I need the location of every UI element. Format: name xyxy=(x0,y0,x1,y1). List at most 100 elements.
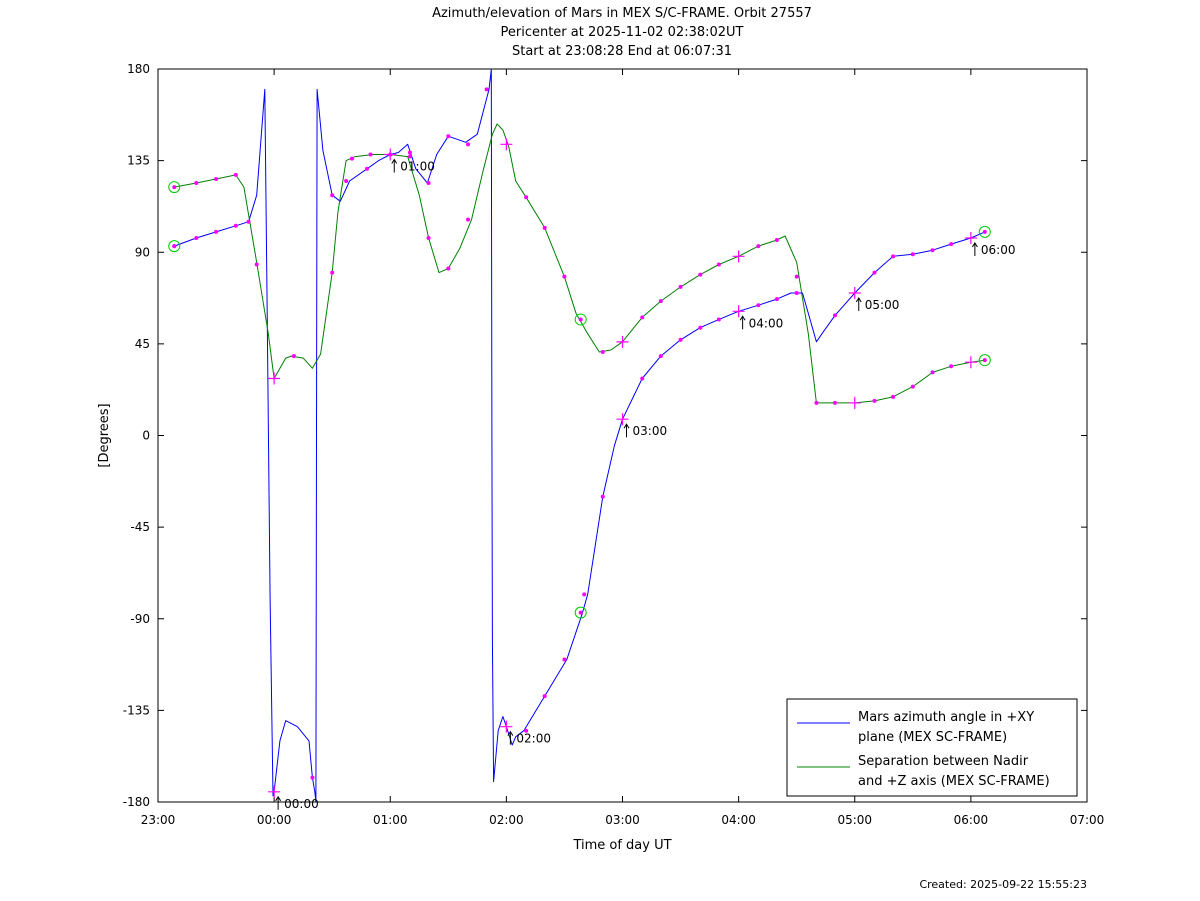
y-tick-label: 45 xyxy=(135,337,150,351)
legend-box xyxy=(786,698,1078,797)
endpoint-dot xyxy=(982,229,987,234)
annotation-label: 00:00 xyxy=(284,797,319,811)
data-point xyxy=(910,384,915,389)
annotation-label: 04:00 xyxy=(749,316,784,330)
x-tick-label: 01:00 xyxy=(373,813,408,827)
data-point xyxy=(542,694,547,699)
time-annotation: 01:00 xyxy=(391,158,435,174)
chart-title-line: Pericenter at 2025-11-02 02:38:02UT xyxy=(500,25,743,40)
y-tick-label: 135 xyxy=(127,154,150,168)
x-tick-label: 07:00 xyxy=(1070,813,1105,827)
data-point xyxy=(716,317,721,322)
data-point xyxy=(524,728,529,733)
data-point xyxy=(446,266,451,271)
data-point xyxy=(833,313,838,318)
hour-marker xyxy=(848,396,861,409)
data-point xyxy=(949,364,954,369)
y-tick-label: 90 xyxy=(135,245,150,259)
data-point xyxy=(524,195,529,200)
data-point xyxy=(349,156,354,161)
data-point xyxy=(600,494,605,499)
data-point xyxy=(368,152,373,157)
data-point xyxy=(794,290,799,295)
data-point xyxy=(756,303,761,308)
data-point xyxy=(949,242,954,247)
data-point xyxy=(756,244,761,249)
data-point xyxy=(794,274,799,279)
x-tick-label: 05:00 xyxy=(837,813,872,827)
annotation-arrow-head xyxy=(739,315,746,321)
annotation-label: 05:00 xyxy=(865,298,900,312)
hour-marker xyxy=(268,785,281,798)
data-point xyxy=(407,154,412,159)
data-point xyxy=(194,235,199,240)
data-point xyxy=(774,238,779,243)
data-point xyxy=(658,354,663,359)
hour-marker xyxy=(616,335,629,348)
endpoint-dot xyxy=(172,244,177,249)
hour-marker xyxy=(732,250,745,263)
annotation-label: 01:00 xyxy=(400,160,435,174)
endpoint-circle xyxy=(574,313,587,326)
annotation-arrow-head xyxy=(855,297,862,303)
data-point xyxy=(542,225,547,230)
x-tick-label: 04:00 xyxy=(721,813,756,827)
legend-label: Mars azimuth angle in +XY xyxy=(858,710,1034,725)
data-point xyxy=(930,370,935,375)
data-point xyxy=(640,315,645,320)
x-axis-label: Time of day UT xyxy=(572,838,671,853)
chart-title-line: Start at 23:08:28 End at 06:07:31 xyxy=(512,44,732,59)
data-point xyxy=(310,775,315,780)
data-point xyxy=(600,350,605,355)
data-point xyxy=(891,394,896,399)
data-point xyxy=(214,229,219,234)
endpoint-circle xyxy=(168,240,181,253)
annotation-label: 03:00 xyxy=(633,424,668,438)
data-point xyxy=(426,235,431,240)
legend-label: Separation between Nadir xyxy=(858,754,1029,769)
data-point xyxy=(484,87,489,92)
x-tick-label: 00:00 xyxy=(257,813,292,827)
created-timestamp: Created: 2025-09-22 15:55:23 xyxy=(919,878,1087,891)
time-annotation: 02:00 xyxy=(507,730,551,746)
endpoint-dot xyxy=(578,317,583,322)
x-tick-label: 06:00 xyxy=(954,813,989,827)
data-point xyxy=(814,400,819,405)
y-axis-label: [Degrees] xyxy=(97,403,112,467)
y-tick-label: 0 xyxy=(142,429,150,443)
data-point xyxy=(365,166,370,171)
endpoint-circle xyxy=(168,181,181,194)
data-point xyxy=(246,219,251,224)
data-point xyxy=(658,299,663,304)
endpoint-circle xyxy=(574,606,587,619)
data-point xyxy=(833,400,838,405)
y-tick-label: -135 xyxy=(123,703,150,717)
y-tick-label: -90 xyxy=(130,612,150,626)
annotation-arrow-head xyxy=(391,158,398,164)
endpoint-dot xyxy=(578,610,583,615)
data-point xyxy=(446,134,451,139)
series-lines xyxy=(174,68,986,803)
data-point xyxy=(194,181,199,186)
annotation-arrow-head xyxy=(507,730,514,736)
time-annotation: 06:00 xyxy=(971,242,1015,257)
endpoint-dot xyxy=(172,185,177,190)
data-point xyxy=(872,270,877,275)
legend: Mars azimuth angle in +XY plane (MEX SC-F… xyxy=(786,698,1078,797)
hour-marker xyxy=(732,305,745,318)
data-point xyxy=(872,398,877,403)
plot-axes: 23:00 00:00 01:00 02:00 03:00 04:00 05:00 06:00… xyxy=(97,62,1104,853)
x-tick-label: 02:00 xyxy=(489,813,524,827)
data-point xyxy=(774,297,779,302)
data-point xyxy=(891,254,896,259)
annotation-arrow-head xyxy=(971,242,978,248)
endpoint-dot xyxy=(982,358,987,363)
data-point xyxy=(910,252,915,257)
data-point xyxy=(930,248,935,253)
chart-title-line: Azimuth/elevation of Mars in MEX S/C-FRA… xyxy=(432,6,812,21)
data-point xyxy=(233,223,238,228)
legend-label: and +Z axis (MEX SC-FRAME) xyxy=(858,774,1050,789)
x-tick-label: 03:00 xyxy=(605,813,640,827)
time-annotation: 03:00 xyxy=(623,423,668,438)
